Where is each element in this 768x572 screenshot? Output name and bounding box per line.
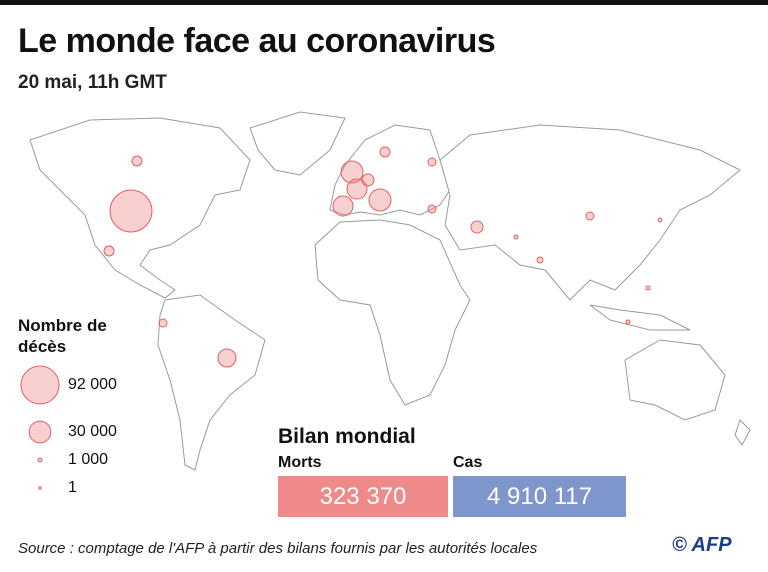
bubble (109, 189, 153, 233)
bubble (645, 285, 651, 291)
australia (624, 339, 726, 421)
legend-title: Nombre de décès (18, 316, 107, 356)
bubble (131, 155, 143, 167)
bubble (427, 157, 437, 167)
top-bar (0, 0, 768, 5)
bubble (158, 318, 168, 328)
cases-label: Cas (453, 454, 483, 471)
bubble (657, 217, 663, 223)
legend-circle (28, 420, 52, 444)
deaths-label: Morts (278, 454, 322, 471)
bubble (346, 178, 368, 200)
deaths-total: 323 370 (278, 476, 448, 517)
new-zealand (734, 419, 751, 446)
summary-title: Bilan mondial (278, 425, 416, 448)
bubble (427, 204, 437, 214)
bubble (103, 245, 115, 257)
indonesia (589, 304, 691, 331)
cases-total: 4 910 117 (453, 476, 626, 517)
legend-circle (38, 486, 42, 490)
legend-circle (20, 365, 60, 405)
bubble (217, 348, 237, 368)
legend: 92 000 30 000 1 000 1 (20, 365, 117, 496)
africa (314, 219, 471, 406)
title: Le monde face au coronavirus (18, 22, 496, 60)
south-america (157, 294, 266, 471)
subtitle: 20 mai, 11h GMT (18, 72, 167, 93)
legend-label: 30 000 (68, 423, 117, 440)
map-bubbles (103, 146, 663, 368)
legend-label: 1 000 (68, 451, 108, 468)
bubble (368, 188, 392, 212)
legend-label: 1 (68, 479, 77, 496)
legend-circle (37, 457, 43, 463)
credit: © AFP (672, 534, 732, 556)
source: Source : comptage de l'AFP à partir des … (18, 540, 538, 557)
greenland (249, 111, 346, 176)
bubble (536, 256, 544, 264)
bubble (361, 173, 375, 187)
bubble (513, 234, 519, 240)
bubble (585, 211, 595, 221)
bubble (625, 319, 631, 325)
north-america (29, 117, 251, 299)
continents (29, 111, 751, 471)
bubble (470, 220, 484, 234)
bubble (340, 160, 364, 184)
legend-label: 92 000 (68, 376, 117, 393)
bubble (332, 195, 354, 217)
bubble (379, 146, 391, 158)
